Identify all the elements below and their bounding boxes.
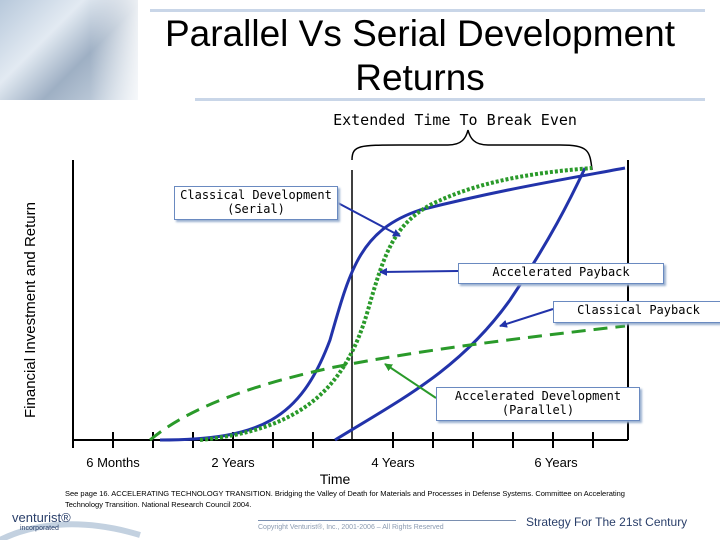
classical-development-curve — [159, 166, 626, 442]
footer-rule — [258, 520, 516, 521]
x-tick-label-2-years: 2 Years — [211, 455, 255, 470]
accelerated-development-curve — [149, 324, 626, 442]
header-photo-fade — [90, 0, 150, 100]
x-axis-label: Time — [319, 471, 351, 487]
classical-payback-curve — [334, 167, 587, 442]
break-even-annotation: Extended Time To Break Even — [333, 111, 577, 129]
callout-accelerated-payback: Accelerated Payback — [458, 263, 664, 284]
brand-subtitle: incorporated — [20, 525, 59, 532]
tagline: Strategy For The 21st Century — [526, 515, 688, 529]
accelerated-payback-curve — [199, 166, 593, 442]
accelerated-payback-arrow — [379, 267, 459, 276]
callout-classical-payback: Classical Payback — [553, 301, 720, 323]
x-tick-label-4-years: 4 Years — [371, 455, 415, 470]
source-reference: See page 16. ACCELERATING TECHNOLOGY TRA… — [65, 489, 625, 509]
classical-payback-arrow — [499, 308, 554, 328]
corner-swoosh — [0, 521, 141, 540]
callout-classical-development: Classical Development (Serial) — [174, 186, 338, 220]
copyright-notice: Copyright Venturist®, Inc., 2001-2006 – … — [258, 524, 444, 531]
x-tick-label-6-months: 6 Months — [86, 455, 140, 470]
classical-development-arrow — [337, 202, 401, 237]
y-axis-label: Financial Investment and Return — [22, 202, 39, 418]
x-tick-label-6-years: 6 Years — [534, 455, 578, 470]
title-rule-bottom — [195, 98, 705, 101]
page-title: Parallel Vs Serial Development Returns — [164, 13, 675, 98]
accelerated-development-arrow — [384, 363, 437, 399]
brand-name: venturist® — [12, 510, 71, 525]
break-even-brace — [351, 129, 593, 171]
callout-accelerated-development: Accelerated Development (Parallel) — [436, 387, 640, 421]
title-rule-top — [150, 9, 705, 12]
